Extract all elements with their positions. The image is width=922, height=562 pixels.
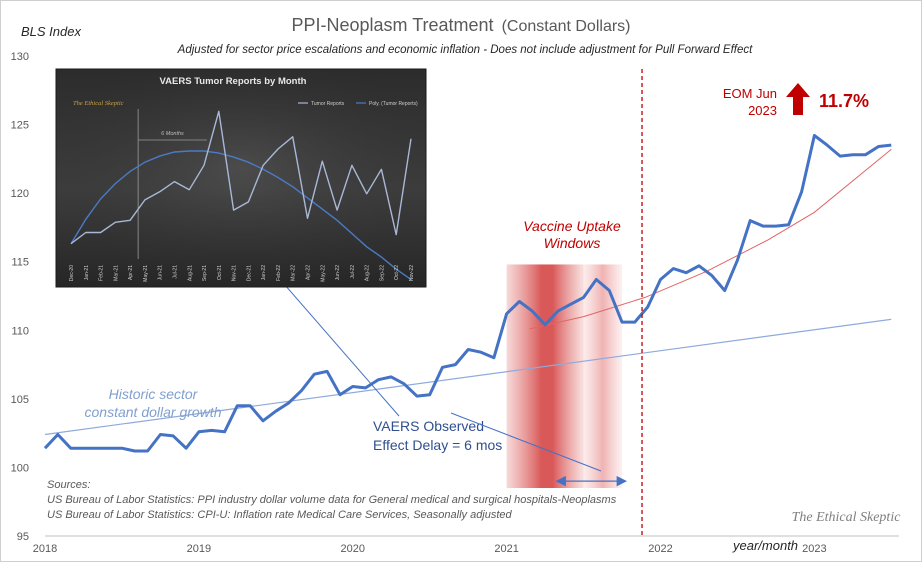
eom-value: 11.7% bbox=[819, 91, 869, 111]
inset-x-tick-label: Oct-21 bbox=[217, 265, 223, 280]
inset-vaers-chart: VAERS Tumor Reports by Month The Ethical… bbox=[55, 68, 427, 288]
y-axis-label: BLS Index bbox=[21, 24, 81, 39]
effect-delay-label-line-2: Effect Delay = 6 mos bbox=[373, 437, 502, 453]
inset-x-axis: Dec-20 Jan-21 Feb-21 Mar-21 Apr-21 May-21 Jun-… bbox=[69, 265, 415, 282]
chart-subtitle: Adjusted for sector price escalations an… bbox=[177, 44, 753, 56]
inset-six-months-label: 6 Months bbox=[161, 131, 184, 137]
inset-glow bbox=[56, 69, 426, 287]
inset-x-tick-label: May-21 bbox=[143, 265, 149, 282]
inset-x-tick-label: Jul-22 bbox=[350, 265, 356, 279]
inset-x-tick-label: Dec-20 bbox=[69, 265, 75, 281]
y-tick-label: 125 bbox=[11, 120, 29, 132]
y-tick-label: 115 bbox=[11, 257, 29, 269]
ppi-series-points bbox=[44, 135, 892, 452]
inset-trend-line bbox=[70, 150, 412, 280]
eom-label-line-1: EOM Jun bbox=[723, 86, 777, 101]
inset-title: VAERS Tumor Reports by Month bbox=[160, 76, 307, 87]
vaccine-window-band-1 bbox=[506, 264, 584, 488]
x-tick-label: 2021 bbox=[494, 543, 518, 555]
vaccine-windows-label-line-1: Vaccine Uptake bbox=[523, 218, 621, 234]
effect-delay-label-line-1: VAERS Observed bbox=[373, 418, 484, 434]
historic-growth-label-line-1: Historic sector bbox=[109, 386, 199, 402]
inset-x-tick-label: Jun-22 bbox=[335, 265, 341, 281]
inset-legend-trend: Poly. (Tumor Reports) bbox=[369, 101, 418, 107]
watermark: The Ethical Skeptic bbox=[792, 510, 902, 525]
effect-delay-pointer-line-arrow bbox=[450, 412, 602, 472]
vaccine-windows-label-line-2: Windows bbox=[544, 235, 601, 251]
x-tick-label: 2022 bbox=[648, 543, 672, 555]
inset-series-line bbox=[70, 110, 412, 245]
y-tick-label: 130 bbox=[11, 51, 29, 63]
x-axis: 2018 2019 2020 2021 2022 2023 bbox=[33, 543, 827, 555]
source-line-1: US Bureau of Labor Statistics: PPI indus… bbox=[47, 494, 617, 506]
inset-x-tick-label: Apr-21 bbox=[128, 265, 134, 280]
y-tick-label: 100 bbox=[11, 462, 29, 474]
inset-x-tick-label: Feb-21 bbox=[99, 265, 105, 281]
up-arrow-icon bbox=[786, 83, 810, 115]
y-tick-label: 110 bbox=[11, 325, 29, 337]
eom-label-line-2: 2023 bbox=[748, 103, 777, 118]
x-axis-label: year/month bbox=[732, 538, 798, 553]
x-tick-label: 2018 bbox=[33, 543, 57, 555]
inset-x-tick-label: Feb-22 bbox=[276, 265, 282, 281]
inset-x-tick-label: Aug-22 bbox=[365, 265, 371, 281]
historic-growth-label-line-2: constant dollar growth bbox=[85, 404, 222, 420]
sources-heading: Sources: bbox=[47, 479, 90, 491]
y-tick-label: 95 bbox=[17, 531, 29, 543]
x-tick-label: 2019 bbox=[187, 543, 211, 555]
historic-growth-trendline bbox=[44, 318, 892, 436]
y-tick-label: 120 bbox=[11, 188, 29, 200]
inset-x-tick-label: Mar-21 bbox=[113, 265, 119, 281]
inset-x-tick-label: Jul-21 bbox=[173, 265, 179, 279]
inset-x-tick-label: Dec-21 bbox=[246, 265, 252, 281]
vaccine-window-band-2 bbox=[583, 264, 623, 488]
inset-x-tick-label: Jan-21 bbox=[84, 265, 90, 281]
inset-x-tick-label: Jan-22 bbox=[261, 265, 267, 281]
x-tick-label: 2023 bbox=[802, 543, 826, 555]
x-tick-label: 2020 bbox=[341, 543, 365, 555]
inset-x-tick-label: May-22 bbox=[320, 265, 326, 282]
inset-legend-series: Tumor Reports bbox=[311, 101, 345, 107]
inset-x-tick-label: Sep-22 bbox=[379, 265, 385, 281]
inset-x-tick-label: Jun-21 bbox=[158, 265, 164, 281]
inset-x-tick-label: Nov-21 bbox=[232, 265, 238, 281]
inset-x-tick-label: Mar-22 bbox=[291, 265, 297, 281]
inset-watermark: The Ethical Skeptic bbox=[73, 100, 124, 107]
inset-x-tick-label: Sep-21 bbox=[202, 265, 208, 281]
source-line-2: US Bureau of Labor Statistics: CPI-U: In… bbox=[47, 509, 513, 521]
y-tick-label: 105 bbox=[11, 394, 29, 406]
chart-title: PPI-Neoplasm Treatment (Constant Dollars) bbox=[291, 15, 630, 35]
inset-x-tick-label: Nov-22 bbox=[409, 265, 415, 281]
y-axis: 95 100 105 110 115 120 125 130 bbox=[11, 51, 29, 543]
inset-x-tick-label: Oct-22 bbox=[394, 265, 400, 280]
inset-x-tick-label: Aug-21 bbox=[187, 265, 193, 281]
inset-x-tick-label: Apr-22 bbox=[306, 265, 312, 280]
